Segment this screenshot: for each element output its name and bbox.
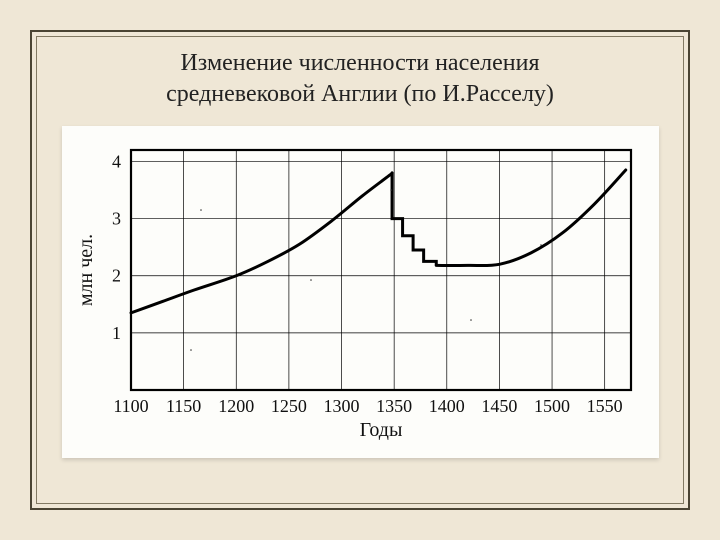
svg-text:млн чел.: млн чел.: [76, 234, 97, 306]
page-title: Изменение численности населения средневе…: [166, 48, 554, 110]
svg-text:1500: 1500: [534, 396, 570, 416]
svg-text:1450: 1450: [481, 396, 517, 416]
svg-text:3: 3: [112, 209, 121, 229]
chart-container: 1100 1150 1200 1250 1300 1350 1400 1450 1500 1550…: [62, 126, 659, 458]
svg-text:1200: 1200: [218, 396, 254, 416]
svg-text:1300: 1300: [323, 396, 359, 416]
svg-text:1350: 1350: [376, 396, 412, 416]
svg-text:Годы: Годы: [359, 419, 402, 440]
slide-frame: Изменение численности населения средневе…: [30, 30, 690, 510]
svg-text:1550: 1550: [586, 396, 622, 416]
svg-text:1150: 1150: [165, 396, 200, 416]
population-chart: 1100 1150 1200 1250 1300 1350 1400 1450 1500 1550…: [76, 136, 645, 440]
svg-text:2: 2: [112, 266, 121, 286]
svg-text:1250: 1250: [270, 396, 306, 416]
svg-text:1: 1: [112, 323, 121, 343]
svg-text:4: 4: [112, 152, 121, 172]
title-line-1: Изменение численности населения: [180, 50, 539, 76]
svg-text:1400: 1400: [428, 396, 464, 416]
slide-background: Изменение численности населения средневе…: [0, 0, 720, 540]
title-line-2: средневековой Англии (по И.Расселу): [166, 81, 554, 107]
svg-text:1100: 1100: [113, 396, 148, 416]
